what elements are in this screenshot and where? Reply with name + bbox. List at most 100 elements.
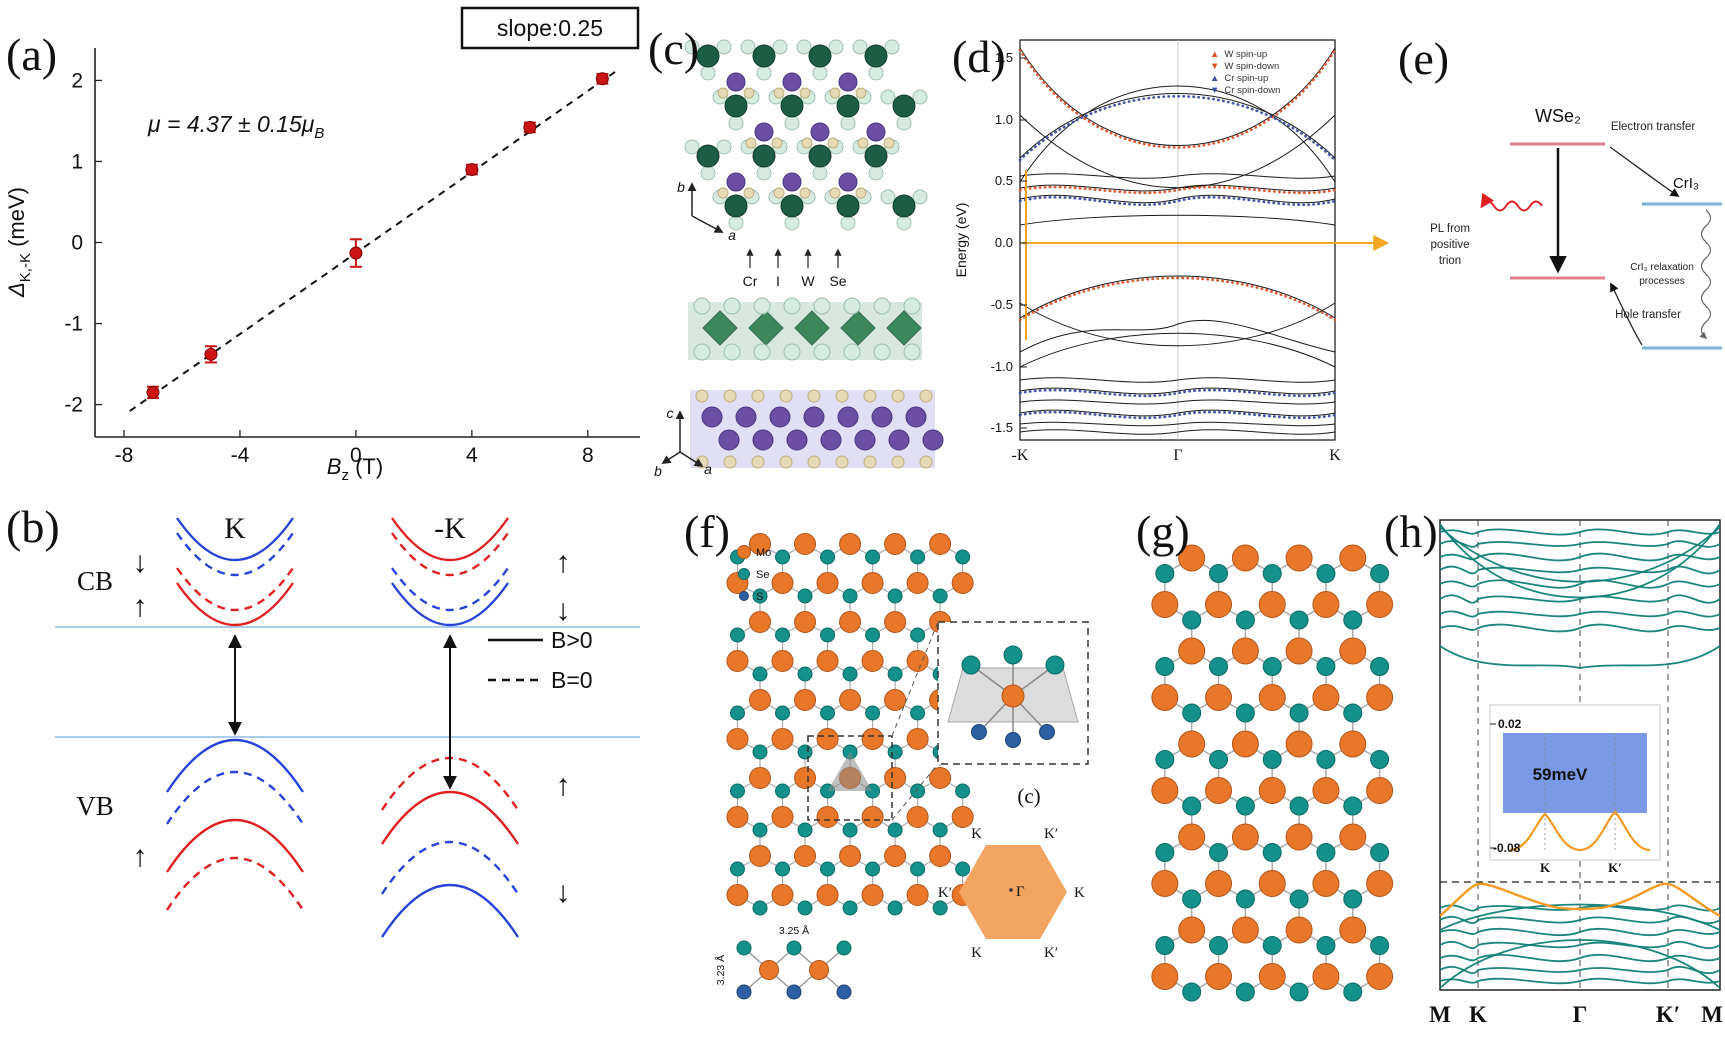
se-atom [820,861,836,877]
se-atom [717,187,729,199]
se-atom [1182,796,1202,816]
splitting-shaded-box [1503,733,1647,813]
mo-atom [906,884,929,906]
w-label: W [801,273,815,289]
mo-atom [1231,823,1259,851]
i-atom [912,89,928,105]
x-tick-label: -4 [231,444,250,467]
x-tick-label: -8 [115,444,134,467]
y-axis-label: Energy (eV) [953,203,969,278]
spin-up-arrow: ↑ [133,590,148,623]
se-atom [865,549,881,565]
se-atom [752,744,768,760]
se-atom [743,187,755,199]
se-atom [1235,796,1255,816]
i-atom [868,65,884,81]
band [1019,184,1336,192]
se-atom [797,900,813,916]
mo-atom [794,689,817,711]
mo-atom [1312,870,1340,897]
mo-atom [1151,870,1179,897]
mo-atom [839,611,862,633]
w-atom [837,406,859,428]
mo-atom [1339,916,1367,944]
se-atom [1155,936,1175,955]
se-atom [1343,796,1363,816]
valence-band-label: VB [76,791,114,821]
a-axis-arrow [691,215,724,233]
cr-atom [752,44,776,68]
panel-a-label: (a) [6,29,58,80]
side-view-axes: c a b [654,405,712,479]
se-atom [1235,982,1255,1002]
i-atom [843,297,861,315]
s-atom [836,984,852,1000]
i-atom [884,39,900,55]
i-atom [843,343,861,361]
se-atom [752,588,768,604]
panel-h-chart: 0.02 -0.08 59meV K K′ M K Γ K′ M [1429,519,1723,1027]
se-atom [775,861,791,877]
mo-atom [771,572,794,594]
defect-highlight-triangle [827,752,873,791]
se-atom [855,87,867,99]
i-atom [784,115,800,131]
i-atom [772,39,788,55]
w-atom [769,406,791,428]
y-tick-label: 1.5 [995,50,1013,65]
data-point [523,120,537,134]
cr-atom [696,144,720,168]
se-label: Se [829,273,846,289]
cri3-label: CrI₃ [1673,175,1699,192]
inset-c-label: (c) [1017,784,1040,808]
band [1019,319,1336,353]
i-atom [880,189,896,205]
mo-atom [771,728,794,750]
se-atom [1209,843,1229,862]
mo-atom [816,572,839,594]
se-atom [736,940,752,956]
valley-k-label: K [224,512,246,545]
mo-atom [1339,544,1367,572]
band-parabola [391,567,509,612]
band-parabola [165,771,305,825]
w-atom [820,429,842,451]
se-atom [1316,843,1336,862]
band-parabola [391,517,509,562]
se-atom [919,455,933,469]
x-tick-label: M [1429,1002,1451,1027]
mo-atom [794,767,817,789]
mo-atom [1178,730,1206,758]
se-atom [1182,703,1202,723]
mo-atom [749,767,771,789]
panel-b-label: (b) [6,501,60,552]
x-ticks: -K Γ K [1012,447,1342,464]
mo-atom [884,689,907,711]
se-atom [695,389,709,403]
atom-legend: Mo Se S [737,545,771,603]
s-atom [1039,724,1055,740]
wse2-label: WSe₂ [1535,106,1581,126]
band [1439,540,1721,548]
se-atom [729,705,745,721]
se-atom [842,666,858,682]
text-part: μ [301,111,315,137]
se-atom [786,940,802,956]
se-atom [1262,936,1282,955]
mo-atom [749,611,771,633]
wse2-layer-side-view [690,389,944,469]
mo-atom [726,884,749,906]
cr-atom [864,144,888,168]
band-parabola [380,884,520,938]
panel-d-label: (d) [952,31,1006,82]
se-atom [1316,564,1336,583]
se-atom [801,137,813,149]
mo-atom [1205,870,1233,897]
i-atom [756,65,772,81]
hole-transfer-label: Hole transfer [1615,309,1681,321]
band [1439,623,1721,633]
i-atom [868,165,884,181]
mo-atom [1205,963,1233,990]
mo-atom [861,806,884,828]
legend-solid-label: B>0 [551,627,593,653]
